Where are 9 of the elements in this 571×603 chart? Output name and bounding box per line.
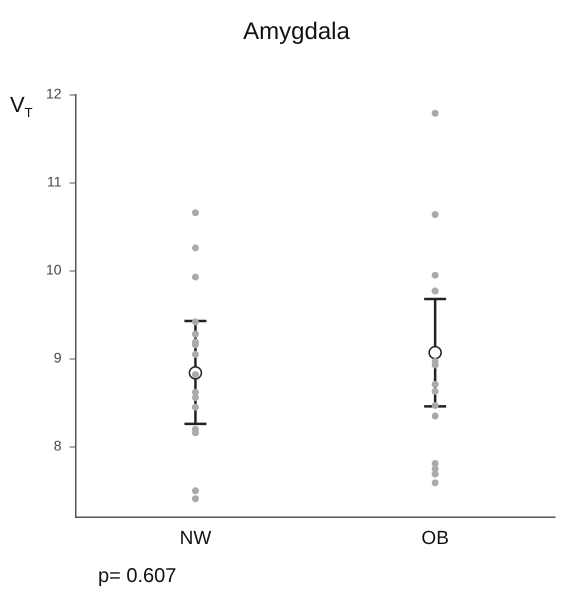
x-tick-label: NW: [180, 528, 212, 549]
y-tick-label: 8: [54, 438, 62, 454]
y-tick-label: 10: [46, 262, 62, 278]
y-tick-label: 12: [46, 86, 62, 102]
text: p= 0.607: [98, 565, 176, 588]
x-tick-label: OB: [421, 528, 449, 549]
y-tick-label: 9: [54, 350, 62, 366]
y-tick-label: 11: [47, 174, 62, 190]
chart-title: Amygdala: [243, 18, 351, 46]
